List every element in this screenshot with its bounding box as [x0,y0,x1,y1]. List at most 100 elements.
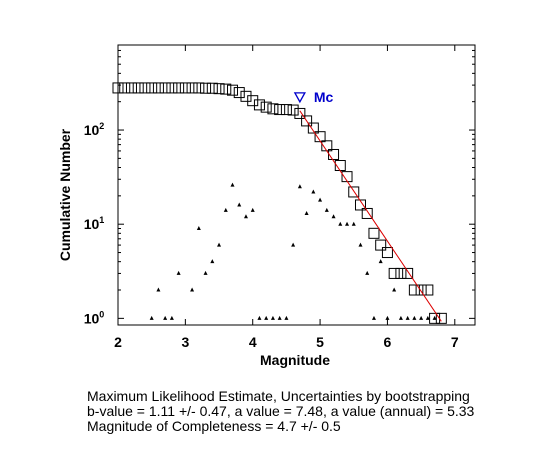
noncumulative-point [311,189,316,194]
noncumulative-point [378,259,383,264]
cumulative-point [173,82,185,94]
cumulative-point [422,284,434,296]
noncumulative-point [237,202,242,207]
cumulative-point [381,247,393,259]
noncumulative-point [297,184,302,189]
noncumulative-point [405,315,410,320]
cumulative-point [139,82,151,94]
cumulative-point [307,122,319,134]
caption-line-2: b-value = 1.11 +/- 0.47, a value = 7.48,… [87,403,475,419]
cumulative-point [402,267,414,279]
noncumulative-point [156,287,161,292]
noncumulative-point [345,221,350,226]
noncumulative-point [419,315,424,320]
noncumulative-point [196,226,201,231]
cumulative-point [395,267,407,279]
cumulative-point [112,82,124,94]
y-tick-label: 101 [84,215,105,232]
noncumulative-point [149,315,154,320]
cumulative-point [213,83,225,95]
noncumulative-point [270,315,275,320]
cumulative-point [125,82,137,94]
noncumulative-point [318,197,323,202]
cumulative-point [152,82,164,94]
noncumulative-point [203,270,208,275]
noncumulative-point [264,315,269,320]
x-tick-label: 5 [316,334,324,350]
noncumulative-point [412,315,417,320]
cumulative-point [253,99,265,111]
cumulative-point [267,103,279,115]
cumulative-point [159,82,171,94]
cumulative-point [132,82,144,94]
noncumulative-point [425,315,430,320]
cumulative-point [368,227,380,239]
noncumulative-point [331,214,336,219]
noncumulative-point [190,287,195,292]
cumulative-point [328,148,340,160]
noncumulative-point [338,221,343,226]
x-tick-label: 7 [451,334,459,350]
noncumulative-point [243,214,248,219]
noncumulative-point [163,315,168,320]
noncumulative-point [176,270,181,275]
noncumulative-point [250,207,255,212]
x-tick-labels: 2 3 4 5 6 7 [114,334,459,350]
cumulative-point [354,199,366,211]
y-tick-exponent: 1 [99,215,104,225]
mc-marker: Mc [293,89,334,105]
y-tick-label: 102 [84,121,105,138]
caption-line-3: Magnitude of Completeness = 4.7 +/- 0.5 [87,418,341,434]
plot-area-frame [117,44,476,326]
mc-triangle-icon [293,92,306,104]
noncumulative-point [432,315,437,320]
cumulative-point [119,82,131,94]
cumulative-point [146,82,158,94]
noncumulative-point [284,315,289,320]
cumulative-point [233,87,245,99]
y-axis-label: Cumulative Number [57,128,73,261]
noncumulative-point [277,315,282,320]
noncumulative-point [365,270,370,275]
noncumulative-point [169,315,174,320]
cumulative-point [220,83,232,95]
noncumulative-point [351,221,356,226]
cumulative-point [193,82,205,94]
cumulative-point [240,90,252,102]
noncumulative-point [324,207,329,212]
cumulative-point [247,95,259,107]
cumulative-point [375,239,387,251]
noncumulative-point [223,207,228,212]
cumulative-point [287,104,299,116]
cumulative-point [200,82,212,94]
x-tick-label: 3 [181,334,189,350]
cumulative-point [301,115,313,127]
noncumulative-point [371,315,376,320]
noncumulative-series [149,182,437,320]
mc-label: Mc [314,89,334,105]
caption-line-1: Maximum Likelihood Estimate, Uncertainti… [87,388,470,404]
axis-ticks [117,44,475,325]
noncumulative-point [385,315,390,320]
cumulative-point [415,284,427,296]
cumulative-point [227,84,239,96]
x-axis-label: Magnitude [260,352,330,368]
cumulative-point [179,82,191,94]
noncumulative-point [291,242,296,247]
noncumulative-point [217,242,222,247]
cumulative-point [388,267,400,279]
cumulative-point [274,104,286,116]
noncumulative-point [358,242,363,247]
noncumulative-point [304,210,309,215]
cumulative-point [361,207,373,219]
noncumulative-point [398,315,403,320]
cumulative-point [186,82,198,94]
y-tick-exponent: 2 [99,121,104,131]
x-tick-label: 4 [249,334,257,350]
noncumulative-point [257,315,262,320]
cumulative-point [166,82,178,94]
noncumulative-point [392,287,397,292]
cumulative-point [280,104,292,116]
